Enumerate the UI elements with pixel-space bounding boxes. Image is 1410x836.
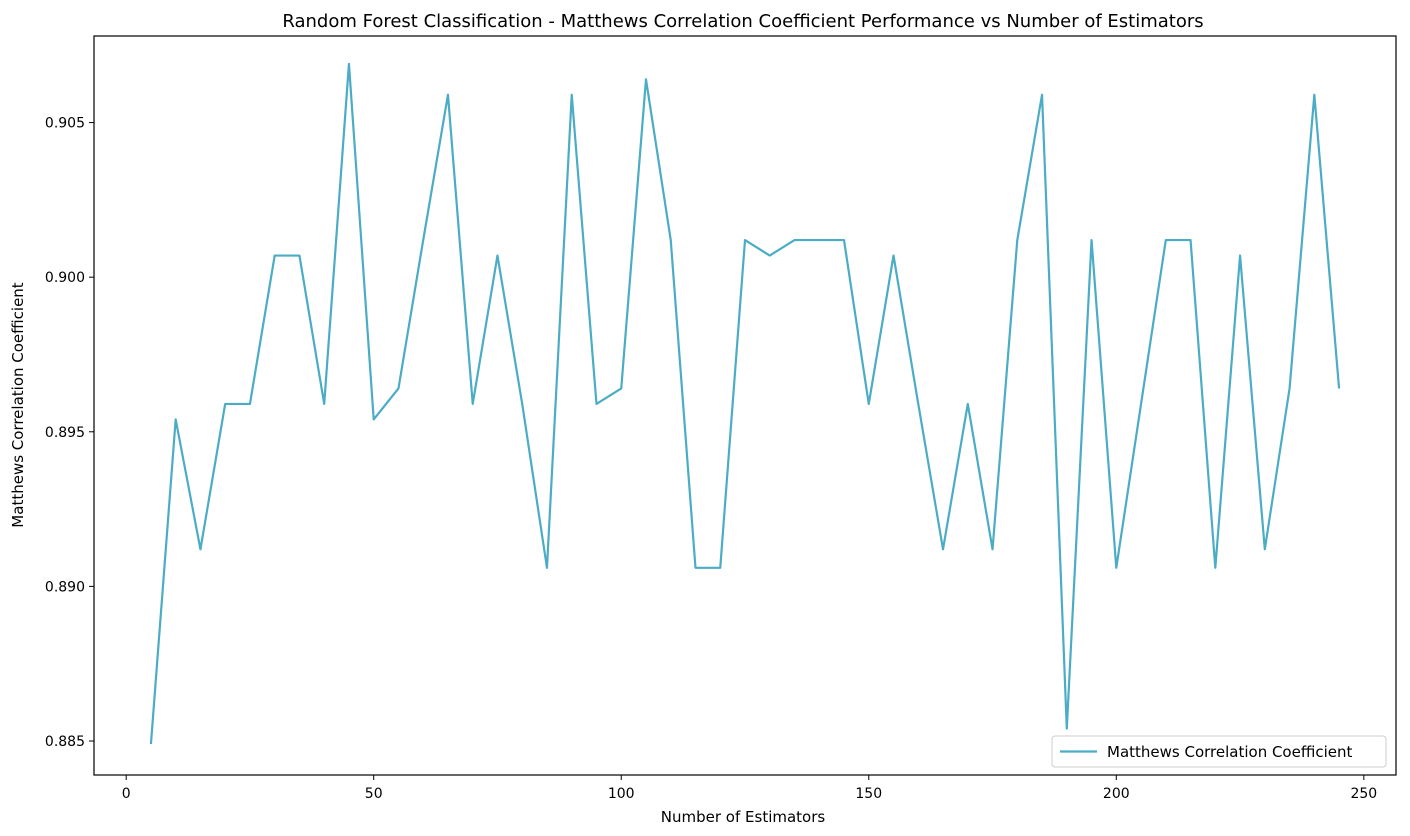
x-tick-label: 0 [122,786,131,802]
y-tick-label: 0.900 [45,270,85,286]
x-tick-label: 50 [365,786,383,802]
x-tick-label: 100 [608,786,635,802]
legend-box [1051,735,1387,768]
y-tick-label: 0.895 [45,425,85,441]
y-axis-label: Matthews Correlation Coefficient [9,282,27,527]
y-tick-label: 0.890 [45,579,85,595]
legend-label: Matthews Correlation Coefficient [1107,743,1352,761]
x-tick-label: 150 [855,786,882,802]
y-tick-label: 0.905 [45,116,85,132]
y-tick-label: 0.885 [45,734,85,750]
x-axis-label: Number of Estimators [661,808,826,826]
chart-title: Random Forest Classification - Matthews … [282,11,1203,32]
x-tick-label: 200 [1103,786,1130,802]
axes-frame [93,35,1397,776]
legend: Matthews Correlation Coefficient [1051,735,1387,768]
series-line-0 [149,62,1341,745]
x-tick-label: 250 [1350,786,1377,802]
plot-area: 0 50 100 150 200 250 0.885 0.890 0.895 0.900 0.905 [45,35,1397,802]
